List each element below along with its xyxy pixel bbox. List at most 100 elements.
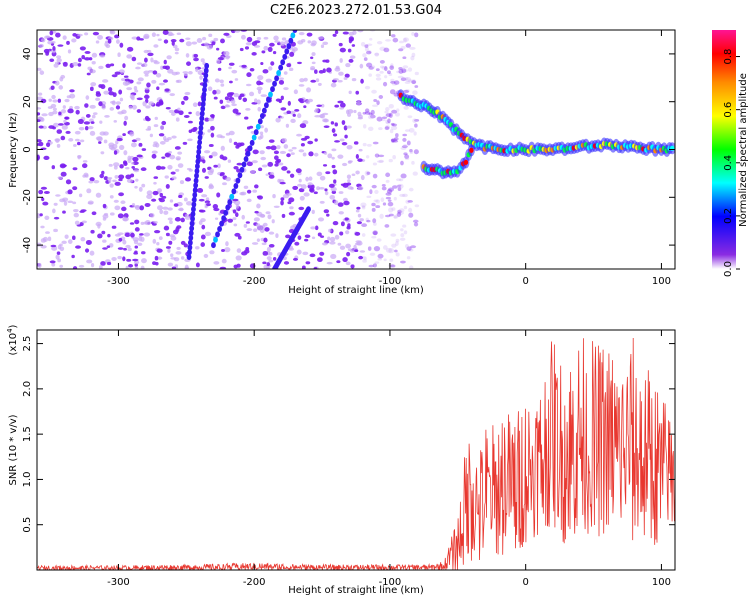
noise-cell [242,97,248,103]
noise-cell [163,79,168,83]
noise-cell [367,246,372,251]
noise-cell [233,92,240,98]
streak-point [282,53,288,60]
noise-cell [156,242,160,246]
streak-point [200,105,206,112]
noise-cell [371,202,376,207]
noise-cell [393,92,398,98]
noise-cell [112,143,118,149]
noise-cell [316,171,323,177]
noise-cell [400,173,407,179]
noise-cell [279,150,287,155]
noise-cell [402,193,408,198]
streak-point [190,215,195,222]
streak-point [274,75,279,82]
noise-cell [236,248,242,253]
noise-cell [136,62,143,65]
noise-cell [382,81,388,87]
noise-cell [37,139,42,143]
noise-cell [310,226,316,230]
noise-cell [235,112,242,115]
noise-cell [204,205,208,209]
noise-cell [179,207,184,212]
noise-cell [390,78,395,82]
noise-cell [87,66,92,71]
noise-cell [259,82,264,85]
noise-cell [358,148,363,152]
noise-cell [107,233,111,238]
noise-cell [404,243,409,249]
noise-cell [268,139,275,143]
noise-cell [384,126,390,131]
noise-cell [233,165,239,170]
noise-cell [371,184,377,189]
noise-cell [153,124,159,128]
noise-cell [91,60,96,65]
noise-cell [373,98,378,103]
noise-cell [52,99,58,103]
noise-cell [177,151,183,155]
noise-cell [163,39,169,44]
noise-cell [397,75,404,79]
noise-cell [231,103,237,107]
noise-cell [281,213,286,218]
noise-cell [185,37,191,41]
noise-cell [261,50,266,54]
top-x-tick-label: -100 [379,276,402,287]
noise-cell [51,94,56,100]
noise-cell [314,138,318,142]
noise-cell [385,196,392,200]
noise-cell [256,37,262,40]
noise-cell [81,55,86,60]
noise-cell [102,239,107,243]
noise-cell [404,69,408,73]
noise-cell [305,176,309,182]
noise-cell [211,41,216,46]
noise-cell [313,191,318,195]
noise-cell [364,46,369,52]
streak-point [191,206,196,213]
noise-cell [314,225,319,231]
noise-cell [43,155,50,161]
noise-cell [373,199,379,202]
noise-cell [289,173,295,178]
noise-cell [109,212,115,216]
noise-cell [103,176,109,181]
noise-cell [385,172,391,178]
noise-cell [111,100,116,106]
noise-cell [220,145,225,151]
noise-cell [272,193,276,199]
noise-cell [339,107,345,110]
noise-cell [260,94,267,97]
bottom-y-tick-label: 2.0 [22,381,33,397]
noise-cell [374,189,379,194]
noise-cell [234,30,241,33]
noise-cell [178,110,184,116]
noise-cell [372,263,378,268]
noise-cell [246,189,252,194]
noise-cell [88,126,94,130]
noise-cell [183,114,190,118]
noise-cell [77,155,81,160]
noise-cell [238,95,242,100]
noise-cell [389,258,394,262]
noise-cell [124,232,131,238]
noise-cell [84,57,91,61]
noise-cell [320,103,325,108]
noise-cell [211,151,218,157]
noise-cell [272,51,277,55]
colorbar-tick-label: 0.8 [723,49,734,65]
noise-cell [86,259,93,264]
noise-cell [72,167,78,171]
noise-cell [345,63,351,68]
noise-cell [175,71,180,75]
noise-cell [101,230,106,235]
noise-cell [200,242,205,248]
noise-cell [233,223,238,227]
noise-cell [175,156,181,161]
noise-cell [81,220,88,224]
noise-cell [403,152,408,156]
noise-cell [77,57,82,63]
noise-cell [327,153,333,159]
noise-cell [108,178,112,184]
